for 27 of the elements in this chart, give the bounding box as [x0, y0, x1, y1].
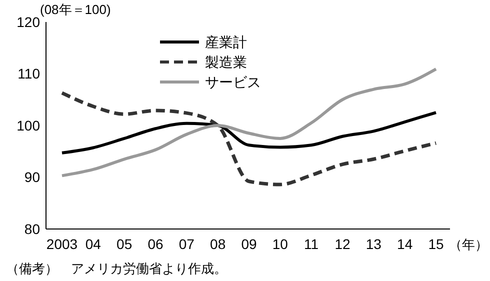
legend-label: 製造業 — [205, 54, 247, 70]
x-tick-label: 04 — [85, 236, 102, 252]
x-tick-label: 14 — [397, 236, 413, 252]
legend-label: サービス — [205, 74, 261, 90]
y-tick-label: 80 — [24, 220, 40, 237]
x-tick-label: 08 — [210, 236, 226, 252]
y-tick-label: 120 — [16, 14, 40, 30]
x-tick-label: 10 — [272, 236, 288, 252]
y-tick-label: 100 — [16, 117, 40, 134]
x-axis-title: （年） — [449, 237, 488, 252]
x-tick-label: 09 — [241, 236, 257, 252]
text: （備考） アメリカ労働省より作成。 — [6, 261, 227, 276]
y-tick-label: 110 — [18, 66, 40, 82]
x-tick-label: 07 — [178, 236, 195, 252]
y-tick-label: 90 — [24, 169, 40, 186]
line-series — [60, 111, 438, 154]
x-tick-label: 13 — [366, 236, 382, 252]
line-series — [60, 68, 438, 178]
x-tick-label: 05 — [116, 236, 132, 252]
x-tick-label: 11 — [304, 236, 319, 252]
legend-label: 産業計 — [205, 34, 247, 50]
x-tick-label: 12 — [334, 236, 350, 252]
y-axis-title: (08年＝100) — [40, 2, 111, 17]
x-tick-label: 2003 — [46, 236, 78, 252]
line-series — [60, 91, 438, 186]
x-tick-label: 15 — [428, 236, 444, 252]
x-tick-label: 06 — [148, 236, 164, 252]
